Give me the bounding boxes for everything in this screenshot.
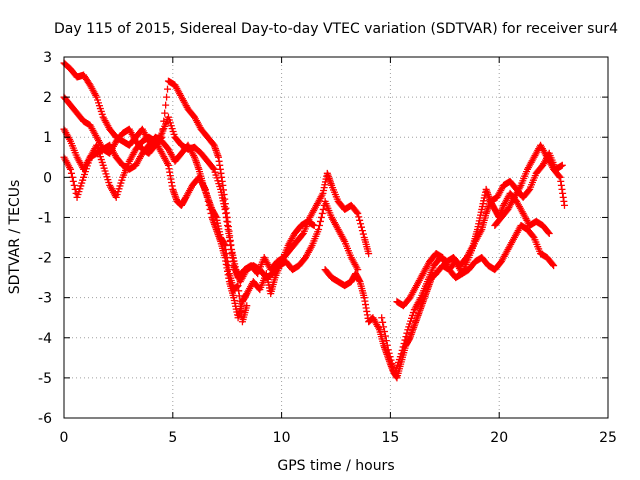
grid-lines [64,57,608,418]
data-point [549,260,557,268]
data-point [388,360,396,368]
data-point [382,337,390,345]
y-axis-title: SDTVAR / TECUs [7,180,23,295]
data-point [550,262,558,270]
data-point [359,230,367,238]
data-point [378,314,386,322]
x-tick-label: 25 [599,430,617,446]
x-tick-label: 10 [273,430,291,446]
data-point [384,346,392,354]
data-point [357,220,365,228]
data-point [380,323,388,331]
data-point [354,266,362,274]
data-point [398,346,406,354]
data-point [317,213,325,221]
y-tick-label: -4 [38,331,52,347]
data-point [402,333,410,341]
data-point [69,177,77,185]
y-tick-label: -6 [38,411,52,427]
data-point [403,329,411,337]
data-point [385,349,393,357]
y-tick-label: -3 [38,291,52,307]
series-track-b [60,77,362,286]
plot-frame [63,56,609,419]
data-point [560,201,568,209]
data-point [558,161,566,169]
data-point [310,221,318,229]
data-point [544,228,552,236]
series-track-e [321,221,558,382]
data-point [400,340,408,348]
data-point [379,318,387,326]
data-point [161,109,169,117]
axis-ticks: 0 5 10 15 20 25 -6 -5 -4 -3 -2 -1 0 1 2 3 [38,50,617,446]
data-point [68,173,76,181]
data-point [397,350,405,358]
data-point [243,302,251,310]
series-track-d [60,133,251,326]
data-point [365,250,373,258]
series-track-g [378,149,566,378]
data-point [389,363,397,371]
x-tick-label: 15 [381,430,399,446]
x-tick-label: 5 [168,430,177,446]
data-point [164,85,172,93]
data-point [545,229,553,237]
data-point [315,225,323,233]
data-point [355,213,363,221]
data-point [380,327,388,335]
data-point [319,205,327,213]
data-point [387,356,395,364]
data-point [357,223,365,231]
data-point [386,353,394,361]
x-tick-label: 20 [490,430,508,446]
x-axis-title: GPS time / hours [277,458,394,474]
data-point [67,165,75,173]
y-tick-label: -5 [38,371,52,387]
y-tick-label: -2 [38,251,52,267]
data-point [163,93,171,101]
data-point [356,216,364,224]
y-tick-label: -1 [38,210,52,226]
data-point [354,209,362,217]
data-point [383,341,391,349]
data-point [159,125,167,133]
data-point [209,164,217,172]
data-point [399,343,407,351]
data-point [318,209,326,217]
data-point [160,117,168,125]
data-point [316,217,324,225]
y-tick-label: 1 [43,130,52,146]
data-points [60,59,568,382]
data-point [401,336,409,344]
series-track-c [60,125,318,322]
data-point [358,227,366,235]
data-point [162,101,170,109]
chart-title: Day 115 of 2015, Sidereal Day-to-day VTE… [54,21,618,37]
series-track-a [60,59,373,282]
y-tick-label: 0 [43,170,52,186]
series-track-h [491,141,568,229]
y-tick-label: 3 [43,50,52,66]
data-point [70,181,78,189]
y-tick-label: 2 [43,90,52,106]
data-point [353,208,361,216]
data-point [381,332,389,340]
data-point [67,169,75,177]
data-point [555,172,563,180]
x-tick-label: 0 [60,430,69,446]
